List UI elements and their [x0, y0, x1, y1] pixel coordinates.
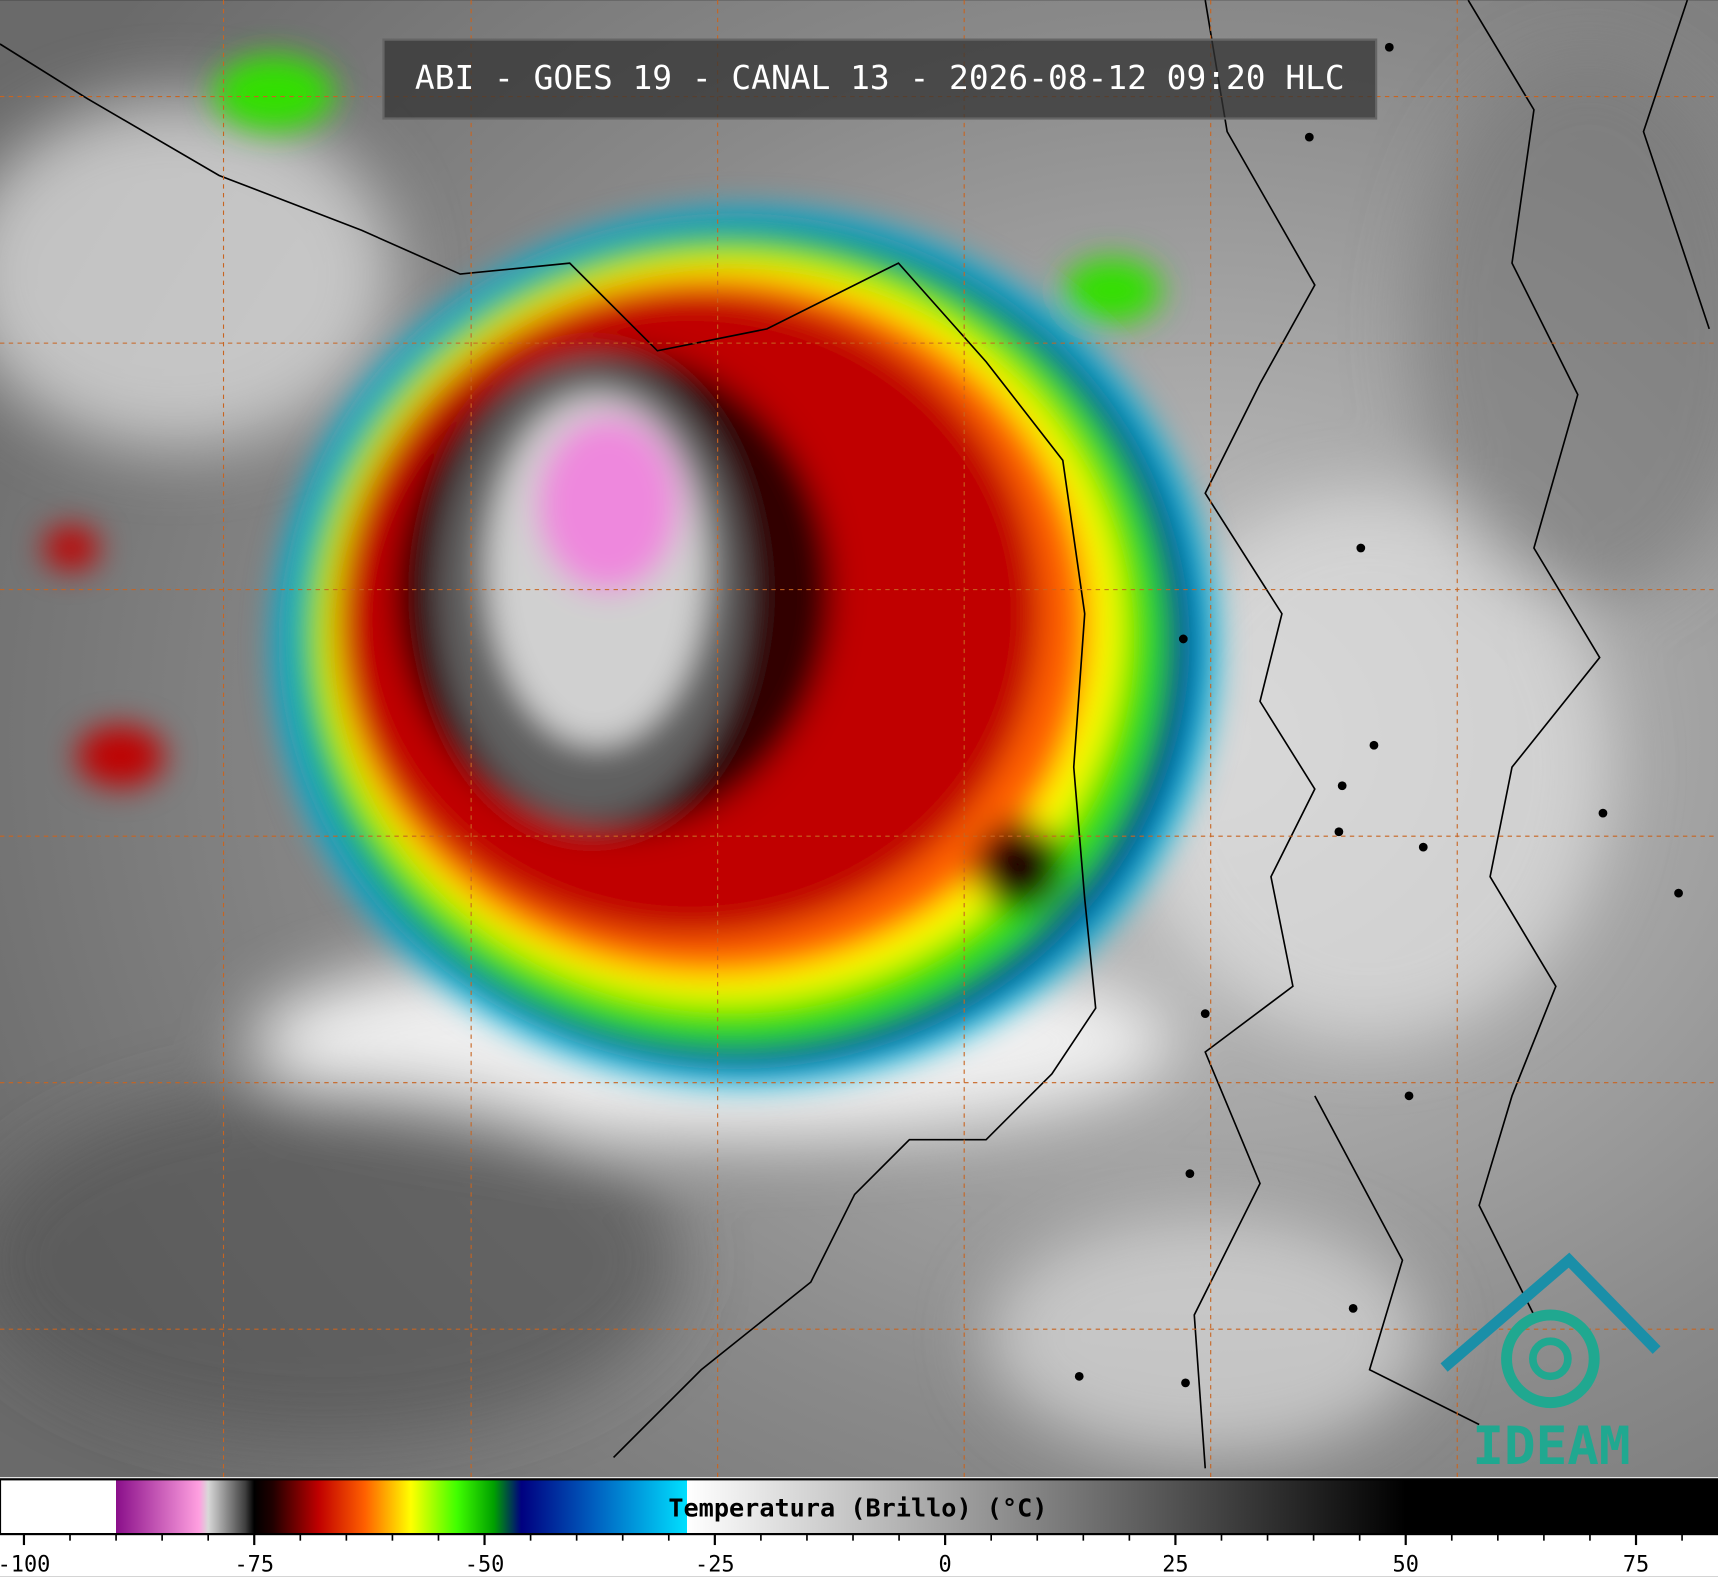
- cities: [1074, 42, 1683, 1388]
- tick-label: -100: [0, 1552, 50, 1577]
- colorbar: Temperatura (Brillo) (°C) -100 -75 -50 -25 0…: [0, 1477, 1718, 1577]
- tick-label: -25: [695, 1552, 735, 1577]
- title-box: [382, 38, 1378, 120]
- logo-text: IDEAM: [1472, 1416, 1630, 1477]
- map: ABI - GOES 19 - CANAL 13 - 2026-08-12 09…: [0, 0, 1718, 1478]
- colorbar-label: Temperatura (Brillo) (°C): [668, 1494, 1047, 1523]
- tick-label: -75: [234, 1552, 274, 1577]
- tick-label: -50: [465, 1552, 505, 1577]
- tick-label: 75: [1623, 1552, 1649, 1577]
- storm: [43, 54, 1217, 1085]
- tick-label: 50: [1393, 1552, 1419, 1577]
- colorbar-gradient: [0, 1478, 1718, 1536]
- title: ABI - GOES 19 - CANAL 13 - 2026-08-12 09…: [415, 58, 1345, 97]
- tick-label: 25: [1162, 1552, 1188, 1577]
- logo: IDEAM: [1440, 1252, 1661, 1477]
- tick-label: 0: [939, 1552, 952, 1577]
- borders: [0, 0, 1709, 1468]
